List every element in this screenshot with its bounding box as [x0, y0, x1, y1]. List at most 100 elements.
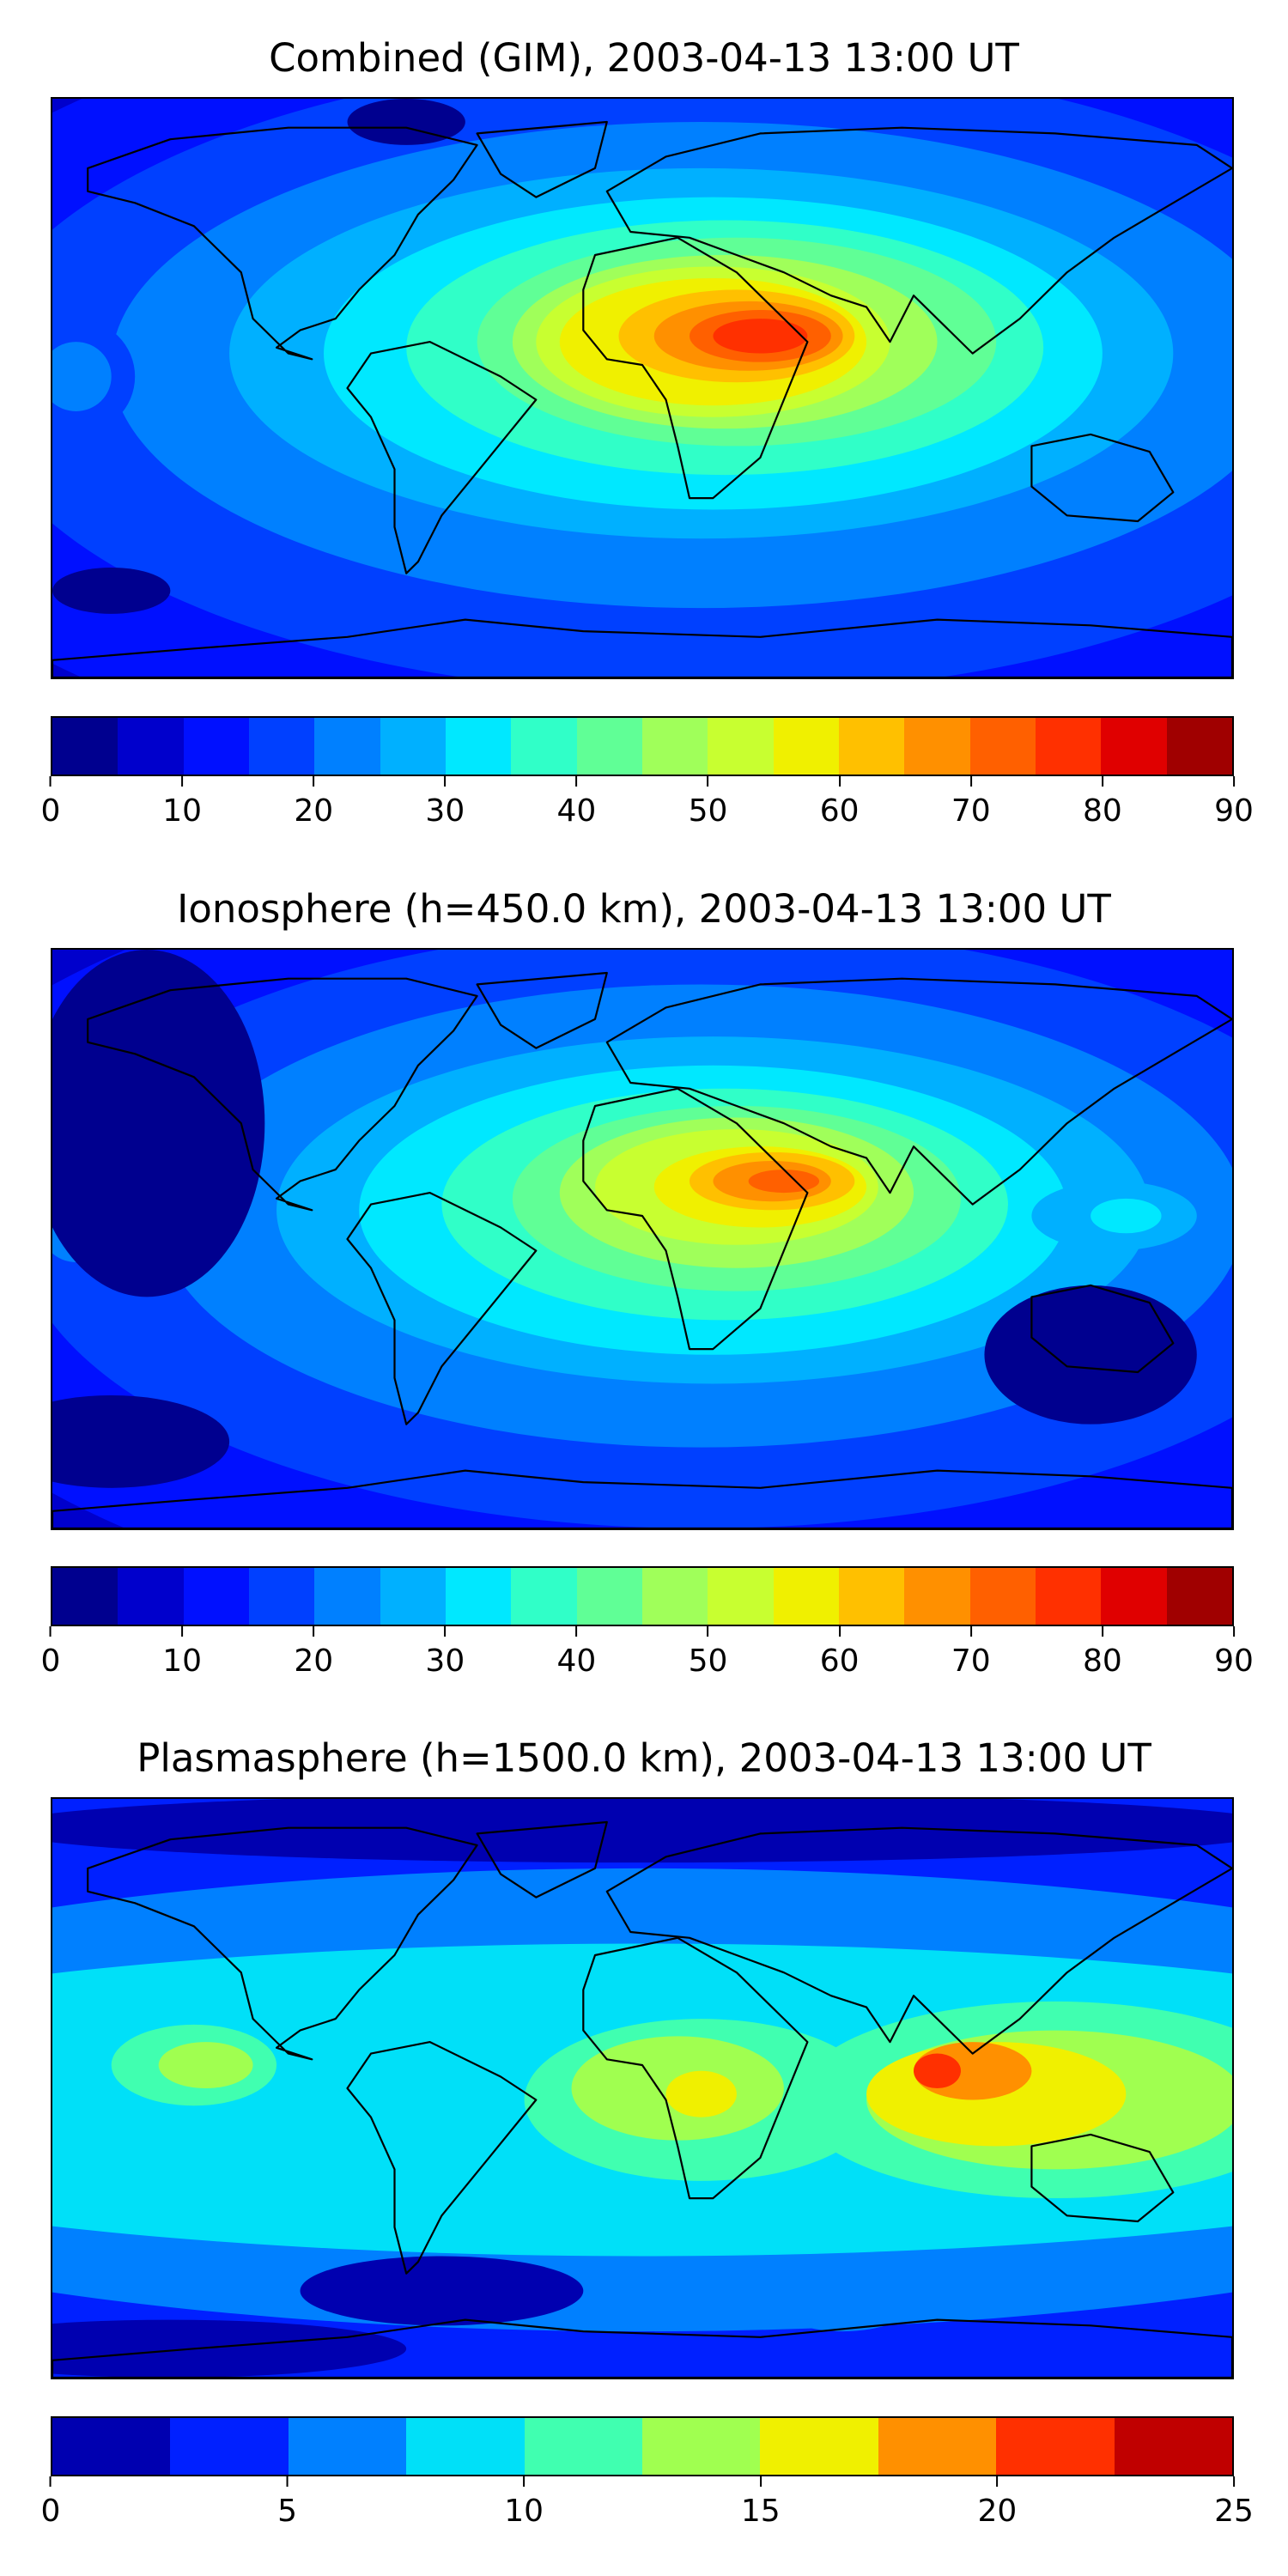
colorbar-tick-label: 10: [504, 2494, 544, 2529]
colorbar-segment: [52, 2418, 171, 2475]
chart-title-ionosphere: Ionosphere (h=450.0 km), 2003-04-13 13:0…: [177, 886, 1111, 932]
contour-region: [52, 1394, 230, 1488]
colorbar-segment: [183, 718, 249, 775]
colorbar-tick: 60: [820, 776, 860, 829]
coastline: [605, 977, 1232, 1206]
colorbar-tick: 60: [820, 1626, 860, 1679]
colorbar-tick-label: 60: [819, 1643, 860, 1679]
colorbar-segment: [838, 1568, 905, 1625]
colorbar-tick-label: 5: [277, 2494, 298, 2529]
colorbar-segment: [406, 2418, 525, 2475]
colorbar-tick: 90: [1214, 1626, 1254, 1679]
coastline: [346, 341, 538, 574]
colorbar-tick-label: 30: [425, 793, 465, 829]
contour-region: [52, 2319, 407, 2378]
colorbar-tick-label: 50: [688, 1643, 728, 1679]
colorbar-segment: [314, 1568, 380, 1625]
colorbar-tick: 70: [951, 1626, 991, 1679]
contour-region: [748, 1170, 820, 1194]
coastline: [605, 1826, 1232, 2055]
coastline: [1030, 433, 1175, 523]
colorbar-segment: [118, 1568, 184, 1625]
colorbar-tick: 5: [277, 2476, 297, 2529]
coastline: [52, 2318, 1232, 2378]
coastline: [605, 126, 1232, 355]
colorbar-ionosphere: [51, 1566, 1234, 1626]
contour-region: [772, 2273, 914, 2332]
contour-region: [665, 2070, 737, 2117]
colorbar-tick: 25: [1214, 2476, 1254, 2529]
colorbar-tick: 10: [162, 776, 202, 829]
coastline: [582, 1087, 809, 1351]
colorbar-plasmasphere: [51, 2416, 1234, 2476]
contour-region: [984, 1285, 1197, 1425]
colorbar-tick-label: 40: [556, 793, 597, 829]
colorbar-segment: [904, 718, 970, 775]
colorbar-tick-label: 80: [1082, 1643, 1122, 1679]
coastline: [87, 1826, 478, 2061]
colorbar-segment: [1101, 1568, 1167, 1625]
map-plasmasphere: [51, 1797, 1234, 2379]
colorbar-tick: 15: [741, 2476, 781, 2529]
coastline: [582, 1936, 809, 2200]
colorbar-segment: [1101, 718, 1167, 775]
map-field: [52, 99, 1232, 677]
colorbar-segment: [642, 2418, 761, 2475]
contour-region: [52, 567, 171, 614]
contour-region: [300, 2256, 584, 2326]
coastline: [346, 1192, 538, 1425]
colorbar-segment: [170, 2418, 289, 2475]
colorbar-tick: 80: [1083, 776, 1122, 829]
colorbar-segment: [773, 718, 839, 775]
colorbar-tick: 40: [557, 1626, 596, 1679]
colorbar-tick-label: 25: [1214, 2494, 1254, 2529]
colorbar-tick-label: 30: [425, 1643, 465, 1679]
contour-region: [158, 2042, 253, 2088]
colorbar-tick: 20: [294, 776, 333, 829]
chart-title-plasmasphere: Plasmasphere (h=1500.0 km), 2003-04-13 1…: [137, 1735, 1151, 1781]
colorbar-segment: [969, 718, 1036, 775]
colorbar-segment: [576, 1568, 642, 1625]
colorbar-segment: [118, 718, 184, 775]
colorbar-segment: [878, 2418, 997, 2475]
colorbar-segment: [314, 718, 380, 775]
colorbar-segment: [576, 718, 642, 775]
colorbar-combined: [51, 716, 1234, 776]
colorbar-segment: [1035, 718, 1102, 775]
coastline: [476, 971, 608, 1049]
coastline: [1030, 1284, 1175, 1374]
colorbar-ticks-combined: 0 10 20 30 40 50 60 70 80 90: [41, 776, 1254, 829]
colorbar-tick-label: 10: [162, 1643, 203, 1679]
colorbar-segment: [511, 718, 577, 775]
colorbar-ticks-plasmasphere: 0 5 10 15 20 25: [41, 2476, 1254, 2529]
colorbar-segment: [445, 1568, 512, 1625]
contour-region: [713, 319, 808, 354]
colorbar-segment: [1166, 1568, 1232, 1625]
coastline: [1030, 2133, 1175, 2223]
colorbar-segment: [511, 1568, 577, 1625]
colorbar-ticks-ionosphere: 0 10 20 30 40 50 60 70 80 90: [41, 1626, 1254, 1679]
contour-region: [914, 2053, 961, 2088]
colorbar-tick-label: 10: [162, 793, 203, 829]
colorbar-segment: [904, 1568, 970, 1625]
colorbar-segment: [969, 1568, 1036, 1625]
coastline: [476, 120, 608, 198]
contour-region: [52, 1799, 1232, 1863]
contour-region: [52, 342, 112, 411]
colorbar-segment: [641, 1568, 708, 1625]
colorbar-tick: 80: [1083, 1626, 1122, 1679]
colorbar-segment: [445, 718, 512, 775]
colorbar-tick-label: 0: [40, 2494, 61, 2529]
colorbar-tick: 90: [1214, 776, 1254, 829]
coastline: [52, 618, 1232, 677]
colorbar-segment: [248, 718, 315, 775]
colorbar-tick: 10: [162, 1626, 202, 1679]
colorbar-segment: [1166, 718, 1232, 775]
colorbar-segment: [524, 2418, 643, 2475]
colorbar-tick-label: 20: [294, 1643, 334, 1679]
colorbar-segment: [380, 1568, 446, 1625]
colorbar-tick-label: 90: [1214, 1643, 1254, 1679]
map-combined: [51, 97, 1234, 679]
chart-title-combined: Combined (GIM), 2003-04-13 13:00 UT: [269, 35, 1019, 81]
colorbar-segment: [996, 2418, 1115, 2475]
